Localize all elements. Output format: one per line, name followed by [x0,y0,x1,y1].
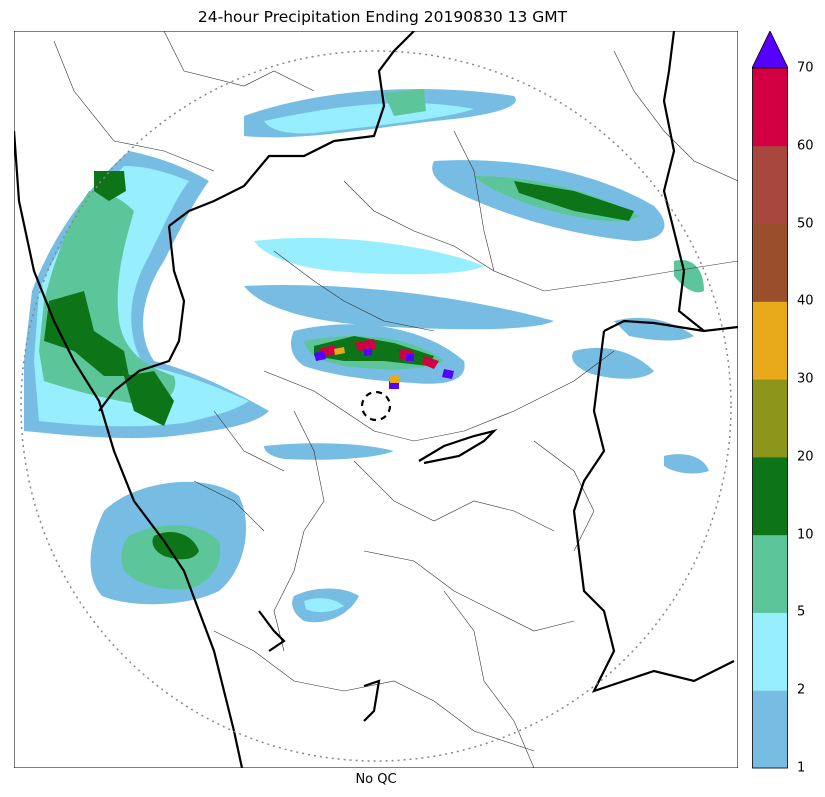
colorbar-tick-label: 2 [797,682,806,698]
colorbar-segments [752,68,788,769]
colorbar-tick-label: 40 [797,293,814,309]
precip-heavy-west [44,171,174,426]
precip-ne-heavy [514,181,634,221]
colorbar-tick-label: 60 [797,138,814,154]
colorbar-segment [752,68,788,147]
colorbar-tick-label: 1 [797,760,806,776]
colorbar-segment [752,145,788,225]
precip-central-band-2 [244,285,554,330]
precipitation-map [14,31,738,768]
precip-south-cells-2 [304,598,344,613]
state-border-inner-west [98,225,186,412]
radar-site-marker [360,390,392,422]
state-border-central [418,428,498,465]
state-border-north [168,31,415,227]
map-title: 24-hour Precipitation Ending 20190830 13… [197,8,568,26]
state-border-south [258,610,381,722]
colorbar-tick-label: 70 [797,60,814,76]
state-border-east-2 [572,319,735,693]
state-border-east [662,31,738,333]
precip-fields [24,88,709,623]
district-boundaries [53,31,738,768]
colorbar [752,31,788,769]
qc-label: No QC [355,772,397,787]
colorbar-segment [752,534,788,613]
colorbar-tick-label: 30 [797,371,814,387]
precip-center-yellow [334,347,400,383]
colorbar-tick-label: 20 [797,449,814,465]
colorbar-segment [752,456,788,536]
colorbar-tick-label: 10 [797,527,814,543]
colorbar-segment [752,223,788,302]
colorbar-tick-label: 50 [797,216,814,232]
colorbar-segment [752,690,788,769]
precip-center-extreme-1 [319,339,439,369]
precip-central-band [254,237,484,275]
coastline-border [14,130,244,768]
precip-heavy-sw [152,531,199,560]
colorbar-segment [752,612,788,691]
state-boundaries [14,31,738,768]
colorbar-segment [752,379,788,458]
precip-east-cells-2 [674,260,704,293]
colorbar-tick-label: 5 [797,604,806,620]
radar-range-ring [20,50,732,762]
colorbar-segment [752,301,788,380]
precip-north-heavy [384,89,426,116]
precip-mid-west [39,191,176,406]
colorbar-extend-arrow [752,31,788,69]
